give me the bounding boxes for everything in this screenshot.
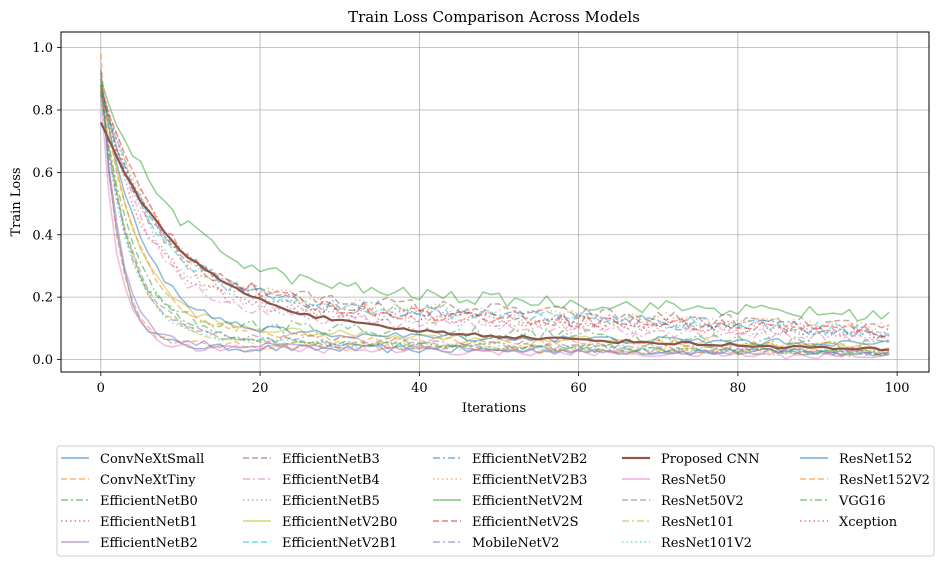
legend-frame: [56, 445, 935, 557]
x-tick-label: 80: [730, 381, 747, 396]
legend-label-convnextsmall: ConvNeXtSmall: [100, 452, 204, 467]
series-line-vgg16: [100, 91, 890, 356]
chart-title: Train Loss Comparison Across Models: [348, 8, 640, 26]
series-line-xception: [100, 84, 890, 338]
series-line-efficientnetv2m: [100, 78, 890, 322]
y-tick-label: 0.6: [32, 166, 53, 181]
series-line-convnexttiny: [100, 53, 890, 358]
series-line-efficientnetb3: [100, 94, 890, 334]
x-tick-label: 20: [252, 381, 269, 396]
x-axis-ticks: 0 20 40 60 80 100: [97, 372, 910, 396]
legend-label-vgg16: VGG16: [838, 494, 886, 509]
series-line-resnet152v2: [100, 88, 890, 351]
x-tick-label: 0: [97, 381, 105, 396]
series-line-mobilenetv2: [100, 94, 890, 357]
legend: ConvNeXtSmall ConvNeXtTiny EfficientNetB0 E…: [56, 445, 935, 557]
legend-label-convnexttiny: ConvNeXtTiny: [100, 473, 196, 488]
legend-label-efficientnetv2b0: EfficientNetV2B0: [282, 515, 397, 530]
legend-label-proposed-cnn: Proposed CNN: [661, 452, 759, 467]
series-line-proposed-cnn: [99, 121, 890, 352]
x-axis-label: Iterations: [462, 401, 526, 416]
y-tick-label: 0.8: [32, 103, 53, 118]
legend-label-efficientnetv2m: EfficientNetV2M: [472, 494, 583, 509]
legend-label-efficientnetb3: EfficientNetB3: [282, 452, 380, 467]
y-axis-label: Train Loss: [9, 167, 24, 236]
legend-label-efficientnetv2s: EfficientNetV2S: [472, 515, 578, 530]
legend-label-efficientnetb0: EfficientNetB0: [100, 494, 198, 509]
series-line-efficientnetv2s: [100, 87, 890, 338]
legend-label-efficientnetb4: EfficientNetB4: [282, 473, 380, 488]
legend-label-xception: Xception: [839, 515, 898, 530]
grid-lines: [61, 32, 929, 372]
legend-label-resnet152: ResNet152: [839, 452, 912, 467]
x-tick-label: 60: [570, 381, 587, 396]
legend-label-efficientnetb2: EfficientNetB2: [100, 536, 198, 551]
y-tick-label: 0.4: [32, 228, 53, 243]
series-line-efficientnetv2b0: [100, 78, 890, 351]
series-line-efficientnetv2b1: [100, 81, 890, 337]
series-line-efficientnetv2b3: [100, 84, 890, 333]
x-tick-label: 100: [885, 381, 910, 396]
series-line-resnet50: [100, 97, 890, 360]
legend-label-resnet50v2: ResNet50V2: [661, 494, 744, 509]
series-line-resnet101v2: [100, 91, 890, 357]
series-line-efficientnetb0: [100, 84, 890, 350]
legend-label-resnet101v2: ResNet101V2: [661, 536, 752, 551]
series-line-efficientnetb4: [100, 84, 890, 344]
y-tick-label: 1.0: [32, 41, 53, 56]
legend-label-efficientnetv2b2: EfficientNetV2B2: [472, 452, 587, 467]
series-line-efficientnetb2: [100, 72, 890, 357]
x-tick-label: 40: [411, 381, 428, 396]
y-axis-ticks: 0.0 0.2 0.4 0.6 0.8 1.0: [32, 41, 61, 368]
legend-label-resnet50: ResNet50: [661, 473, 726, 488]
legend-label-resnet101: ResNet101: [661, 515, 734, 530]
legend-label-efficientnetv2b3: EfficientNetV2B3: [472, 473, 587, 488]
legend-label-efficientnetb1: EfficientNetB1: [100, 515, 198, 530]
y-tick-label: 0.2: [32, 291, 53, 306]
plot-area-frame: [60, 31, 930, 373]
series-lines: [99, 53, 890, 360]
legend-label-resnet152v2: ResNet152V2: [839, 473, 930, 488]
legend-label-efficientnetb5: EfficientNetB5: [282, 494, 380, 509]
legend-label-mobilenetv2: MobileNetV2: [472, 536, 559, 551]
series-line-resnet101: [100, 88, 890, 358]
series-line-efficientnetv2b2: [100, 91, 890, 338]
y-tick-label: 0.0: [32, 353, 53, 368]
series-line-resnet152: [100, 84, 890, 347]
legend-label-efficientnetv2b1: EfficientNetV2B1: [282, 536, 397, 551]
series-line-convnextsmall: [100, 69, 890, 357]
series-line-efficientnetb1: [100, 78, 890, 341]
series-line-efficientnetb5: [100, 87, 890, 340]
